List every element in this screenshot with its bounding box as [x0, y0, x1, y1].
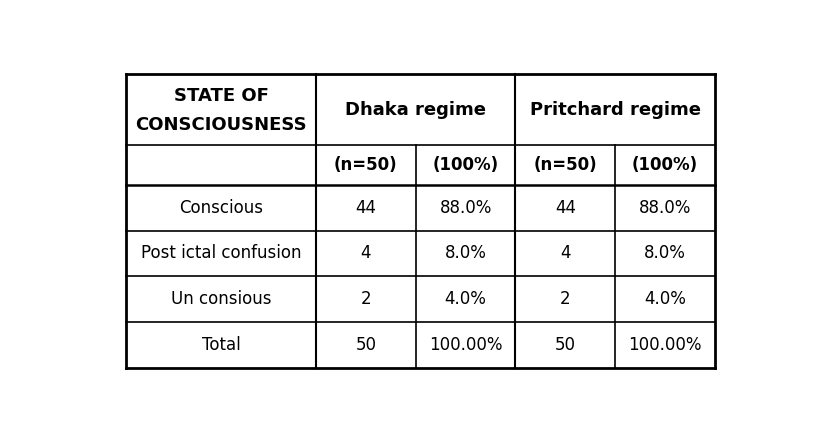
Text: (n=50): (n=50): [534, 156, 597, 174]
Text: Dhaka regime: Dhaka regime: [345, 101, 486, 119]
Text: 100.00%: 100.00%: [429, 336, 502, 354]
Text: 2: 2: [560, 290, 570, 308]
Text: Post ictal confusion: Post ictal confusion: [141, 244, 301, 262]
Text: 4: 4: [360, 244, 371, 262]
Text: 100.00%: 100.00%: [628, 336, 701, 354]
Text: 44: 44: [355, 199, 376, 217]
Text: CONSCIOUSNESS: CONSCIOUSNESS: [135, 116, 307, 134]
Text: (n=50): (n=50): [334, 156, 398, 174]
Text: Un consious: Un consious: [171, 290, 271, 308]
Text: STATE OF: STATE OF: [173, 87, 269, 105]
Text: 4: 4: [560, 244, 570, 262]
Text: 8.0%: 8.0%: [445, 244, 486, 262]
Text: 8.0%: 8.0%: [644, 244, 686, 262]
Text: 44: 44: [554, 199, 576, 217]
Text: Pritchard regime: Pritchard regime: [530, 101, 701, 119]
Text: 2: 2: [360, 290, 371, 308]
Text: (100%): (100%): [632, 156, 698, 174]
Text: Total: Total: [202, 336, 241, 354]
Text: 4.0%: 4.0%: [644, 290, 686, 308]
Text: Conscious: Conscious: [179, 199, 263, 217]
Text: 4.0%: 4.0%: [445, 290, 486, 308]
Text: (100%): (100%): [432, 156, 499, 174]
Text: 88.0%: 88.0%: [439, 199, 491, 217]
Text: 50: 50: [554, 336, 576, 354]
Text: 50: 50: [355, 336, 376, 354]
Text: 88.0%: 88.0%: [639, 199, 691, 217]
